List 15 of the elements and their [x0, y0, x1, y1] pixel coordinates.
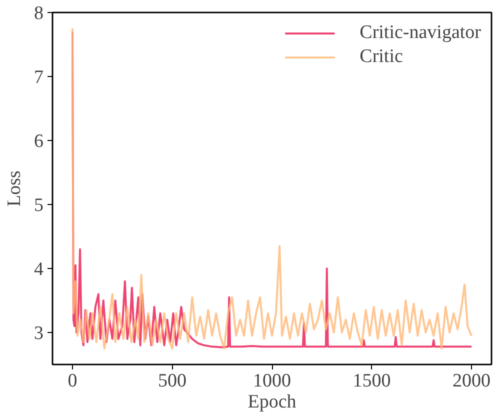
x-tick-label: 2000 [452, 370, 491, 392]
x-tick-label: 1000 [253, 370, 291, 392]
y-axis-title: Loss [4, 170, 25, 206]
x-tick-label: 0 [68, 370, 78, 392]
y-tick-label: 7 [34, 67, 44, 88]
y-tick-label: 3 [34, 323, 44, 344]
legend-label: Critic [360, 46, 403, 68]
x-tick-label: 500 [158, 370, 186, 392]
y-tick-label: 8 [34, 3, 44, 24]
y-tick-label: 6 [34, 131, 44, 152]
x-axis-title: Epoch [248, 392, 297, 412]
x-tick-label: 1500 [352, 370, 391, 392]
legend-label: Critic-navigator [360, 22, 481, 44]
y-tick-label: 4 [34, 259, 44, 280]
y-tick-label: 5 [34, 195, 44, 216]
